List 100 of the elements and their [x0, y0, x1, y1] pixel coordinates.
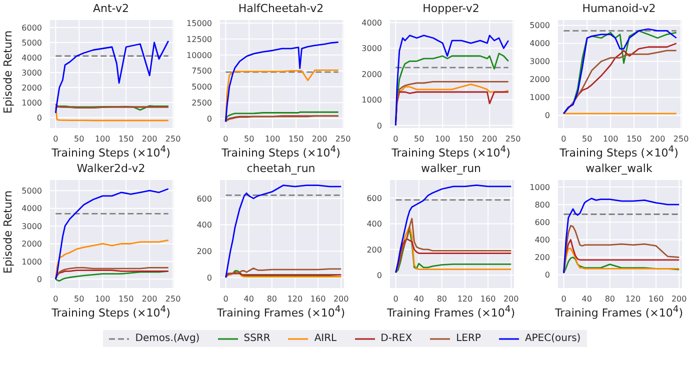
x-tick-label: 80 [436, 294, 447, 304]
x-tick-label: 50 [244, 134, 254, 144]
line-series [54, 40, 170, 114]
legend-label: D-REX [380, 333, 412, 344]
y-tick-label: 400 [534, 236, 550, 245]
x-tick-label: 120 [457, 294, 473, 304]
y-tick-label: 4000 [362, 18, 382, 28]
legend-label: Demos.(Avg) [135, 333, 200, 344]
x-tick-label: 200 [503, 294, 519, 304]
y-tick-label: 4000 [22, 53, 42, 62]
x-tick-label: 160 [480, 294, 496, 304]
x-tick-label: 50 [74, 134, 84, 144]
x-tick-label: 160 [310, 294, 326, 304]
legend-label: APEC(ours) [524, 333, 581, 344]
x-tick-label: 40 [414, 294, 424, 304]
x-tick-label: 150 [626, 134, 642, 144]
y-tick-label: 0 [206, 273, 212, 282]
y-tick-label: 2000 [362, 70, 382, 79]
legend-label: SSRR [244, 333, 270, 344]
y-tick-label: 1000 [530, 93, 550, 102]
line-series [54, 106, 170, 122]
x-tick-label: 250 [165, 294, 181, 304]
x-tick-label: 0 [393, 294, 398, 304]
x-axis-title: Training Steps (×10$^{4}$) [390, 144, 512, 160]
x-axis-title: Training Steps (×10$^{4}$) [50, 144, 172, 160]
x-tick-label: 200 [142, 134, 158, 144]
line-series [563, 198, 680, 274]
y-tick-label: 2000 [530, 75, 550, 84]
x-tick-label: 0 [393, 134, 398, 144]
line-series [54, 188, 170, 280]
y-tick-label: 2000 [22, 240, 42, 249]
y-tick-label: 1000 [362, 96, 382, 105]
y-tick-label: 4000 [22, 204, 42, 214]
x-axis-title: Training Frames (×10$^{4}$) [216, 304, 346, 320]
y-tick-label: 1000 [22, 98, 42, 108]
y-tick-label: 0 [206, 114, 212, 124]
y-tick-label: 0 [544, 270, 550, 280]
y-tick-label: 200 [534, 253, 550, 262]
x-tick-label: 200 [482, 134, 498, 144]
x-tick-label: 100 [602, 134, 618, 144]
line-series [225, 268, 342, 278]
y-tick-label: 600 [196, 194, 212, 204]
x-tick-label: 200 [312, 134, 328, 144]
y-tick-label: 0 [544, 111, 550, 120]
x-tick-label: 120 [287, 294, 303, 304]
line-series [224, 42, 340, 122]
chart-title: cheetah_run [246, 162, 316, 175]
y-tick-label: 0 [36, 113, 42, 122]
x-tick-label: 100 [434, 134, 450, 144]
x-axis-title: Training Frames (×10$^{4}$) [554, 304, 684, 320]
y-tick-label: 2500 [192, 98, 212, 108]
y-tick-label: 12500 [186, 34, 212, 44]
x-tick-label: 50 [582, 134, 592, 144]
x-tick-label: 0 [561, 134, 566, 144]
x-tick-label: 100 [94, 134, 110, 144]
chart-title: Walker2d-v2 [76, 162, 146, 175]
x-tick-label: 200 [333, 294, 349, 304]
y-tick-label: 3000 [22, 222, 42, 231]
chart-title: walker_run [420, 162, 482, 175]
y-tick-label: 3000 [362, 44, 382, 54]
x-tick-label: 160 [648, 294, 664, 304]
chart-title: Hopper-v2 [422, 2, 480, 15]
y-axis-title: Episode Return [2, 30, 14, 114]
y-tick-label: 1000 [530, 182, 550, 192]
y-axis-title: Episode Return [2, 190, 14, 274]
line-series [54, 266, 170, 280]
x-tick-label: 120 [625, 294, 641, 304]
x-tick-label: 200 [671, 294, 687, 304]
y-tick-label: 5000 [22, 38, 42, 48]
y-tick-label: 600 [366, 194, 382, 203]
x-tick-label: 0 [223, 134, 228, 144]
x-tick-label: 100 [94, 294, 110, 304]
x-tick-label: 150 [458, 134, 474, 144]
y-tick-label: 6000 [22, 23, 42, 32]
x-tick-label: 40 [244, 294, 254, 304]
y-tick-label: 0 [36, 274, 42, 284]
y-tick-label: 600 [534, 218, 550, 227]
y-tick-label: 200 [196, 246, 212, 256]
x-tick-label: 50 [74, 294, 84, 304]
x-tick-label: 150 [118, 134, 134, 144]
x-tick-label: 200 [142, 294, 158, 304]
y-tick-label: 5000 [192, 82, 212, 92]
chart-title: Ant-v2 [92, 2, 130, 15]
x-tick-label: 0 [53, 294, 58, 304]
x-tick-label: 50 [414, 134, 424, 144]
x-tick-label: 0 [223, 294, 228, 304]
x-tick-label: 80 [266, 294, 277, 304]
chart-title: HalfCheetah-v2 [237, 2, 325, 15]
x-tick-label: 40 [582, 294, 592, 304]
y-tick-label: 4000 [530, 39, 550, 48]
x-tick-label: 250 [673, 134, 689, 144]
y-tick-label: 400 [196, 220, 212, 230]
x-tick-label: 0 [561, 294, 566, 304]
x-tick-label: 100 [264, 134, 280, 144]
x-tick-label: 0 [53, 134, 58, 144]
x-tick-label: 80 [604, 294, 615, 304]
y-tick-label: 800 [534, 200, 550, 210]
x-axis-title: Training Steps (×10$^{4}$) [558, 144, 680, 160]
y-tick-label: 5000 [22, 186, 42, 196]
chart-title: walker_walk [584, 162, 654, 175]
